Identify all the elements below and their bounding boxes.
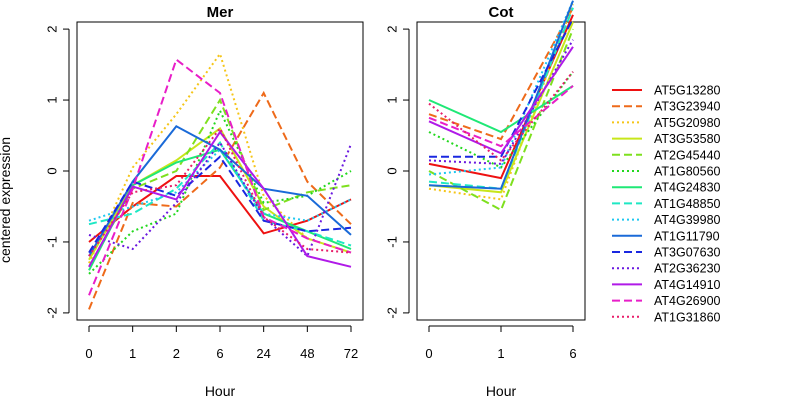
series-line-cot-at1g31860 xyxy=(428,71,574,162)
legend: AT5G13280 AT3G23940 AT5G20980 AT3G53580 AT2G… xyxy=(612,84,721,324)
x-tick-label-mer: 72 xyxy=(344,346,358,361)
legend-label: AT1G80560 xyxy=(654,165,721,179)
series-line-mer-at2g45440 xyxy=(88,97,352,268)
y-tick-label-mer: 1 xyxy=(44,96,59,103)
series-line-mer-at3g23940 xyxy=(88,90,352,310)
series-line-cot-at5g20980 xyxy=(428,3,574,201)
y-tick-label-cot: 2 xyxy=(384,25,399,32)
legend-label: AT4G14910 xyxy=(654,278,721,292)
series-line-cot-at1g80560 xyxy=(428,71,574,169)
legend-label: AT2G36230 xyxy=(654,262,721,276)
panel-mer: Mer 0 1 2 6 24 48 72 Hour -2 -1 0 1 2 xyxy=(44,4,364,399)
series-line-mer-at1g31860 xyxy=(88,126,352,257)
series-line-cot-at4g39980 xyxy=(428,0,574,176)
legend-label: AT3G53580 xyxy=(654,132,721,146)
legend-label: AT4G39980 xyxy=(654,213,721,227)
x-tick-label-cot: 0 xyxy=(425,346,432,361)
series-line-cot-at4g24830 xyxy=(428,85,574,134)
series-line-mer-at3g07630 xyxy=(88,155,352,254)
y-tick-label-mer: -1 xyxy=(44,236,59,248)
x-tick-label-mer: 2 xyxy=(173,346,180,361)
series-line-mer-at4g14910 xyxy=(88,130,352,268)
series-line-mer-at1g11790 xyxy=(88,125,352,257)
x-tick-label-cot: 1 xyxy=(497,346,504,361)
x-tick-label-cot: 6 xyxy=(569,346,576,361)
y-axis-label: centered expression xyxy=(0,137,13,263)
legend-label: AT1G31860 xyxy=(654,310,721,324)
panel-cot: Cot 0 1 6 Hour -2 -1 0 1 2 xyxy=(384,0,586,399)
legend-label: AT3G07630 xyxy=(654,246,721,260)
y-tick-label-cot: 1 xyxy=(384,96,399,103)
legend-label: AT4G24830 xyxy=(654,181,721,195)
series-line-mer-at4g39980 xyxy=(88,148,352,222)
series-line-cot-at1g11790 xyxy=(428,0,574,190)
series-line-cot-at4g26900 xyxy=(428,85,574,148)
series-line-cot-at4g14910 xyxy=(428,46,574,155)
x-tick-label-mer: 48 xyxy=(300,346,314,361)
series-line-mer-at2g36230 xyxy=(88,140,352,258)
series-line-mer-at5g20980 xyxy=(88,51,352,264)
series-line-cot-at3g07630 xyxy=(429,18,574,158)
y-tick-label-mer: 0 xyxy=(44,167,59,174)
legend-label: AT5G13280 xyxy=(654,84,721,98)
y-tick-label-cot: -2 xyxy=(384,307,399,319)
plot-frame-mer xyxy=(76,21,364,321)
x-axis-label-cot: Hour xyxy=(486,383,517,399)
y-tick-label-cot: -1 xyxy=(384,236,399,248)
x-tick-label-mer: 1 xyxy=(129,346,136,361)
legend-label: AT3G23940 xyxy=(654,100,721,114)
chart-title-cot: Cot xyxy=(489,4,514,21)
legend-label: AT5G20980 xyxy=(654,116,721,130)
y-tick-label-cot: 0 xyxy=(384,167,399,174)
legend-label: AT1G11790 xyxy=(654,229,720,243)
x-tick-label-mer: 0 xyxy=(85,346,92,361)
series-line-cot-at3g53580 xyxy=(428,21,574,194)
series-line-mer-at4g26900 xyxy=(88,57,352,296)
series-line-mer-at1g48850 xyxy=(88,140,352,247)
x-tick-label-mer: 6 xyxy=(216,346,223,361)
legend-label: AT2G45440 xyxy=(654,148,721,162)
x-tick-label-mer: 24 xyxy=(256,346,270,361)
x-axis-label-mer: Hour xyxy=(205,383,236,399)
legend-label: AT1G48850 xyxy=(654,197,721,211)
legend-label: AT4G26900 xyxy=(654,294,721,308)
y-tick-label-mer: 2 xyxy=(44,25,59,32)
plot-frame-cot xyxy=(416,21,586,321)
y-tick-label-mer: -2 xyxy=(44,307,59,319)
chart-title-mer: Mer xyxy=(207,4,234,21)
